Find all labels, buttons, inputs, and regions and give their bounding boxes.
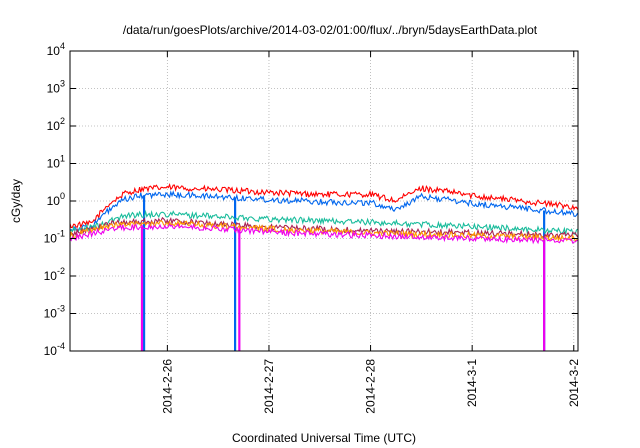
x-tick-label: 2014-3-1 [465,359,479,407]
y-tick-label: 10-3 [44,304,65,321]
series-line [69,209,578,236]
series-line [69,222,578,245]
series-line [70,216,579,240]
x-tick-label: 2014-3-2 [567,359,581,407]
y-tick-label: 10-2 [44,266,65,283]
y-tick-label: 102 [47,116,65,133]
chart-title: /data/run/goesPlots/archive/2014-03-02/0… [123,23,538,37]
x-tick-label: 2014-2-27 [262,359,276,414]
y-tick-label: 103 [47,79,65,96]
y-tick-label: 101 [47,154,65,171]
y-tick-label: 104 [47,41,65,58]
series-group [69,183,579,351]
axis-ticks: 10-4 10-3 10-2 10-1 100 101 102 103 104 2014-2-26… [44,41,581,414]
y-axis-label: cGy/day [9,179,23,223]
x-tick-label: 2014-2-28 [364,359,378,414]
y-tick-label: 100 [47,191,65,208]
series-line [69,183,579,229]
x-axis-label: Coordinated Universal Time (UTC) [232,431,416,445]
series-line [69,190,579,233]
y-tick-label: 10-1 [44,229,65,246]
y-tick-label: 10-4 [44,341,65,358]
x-tick-label: 2014-2-26 [160,359,174,414]
